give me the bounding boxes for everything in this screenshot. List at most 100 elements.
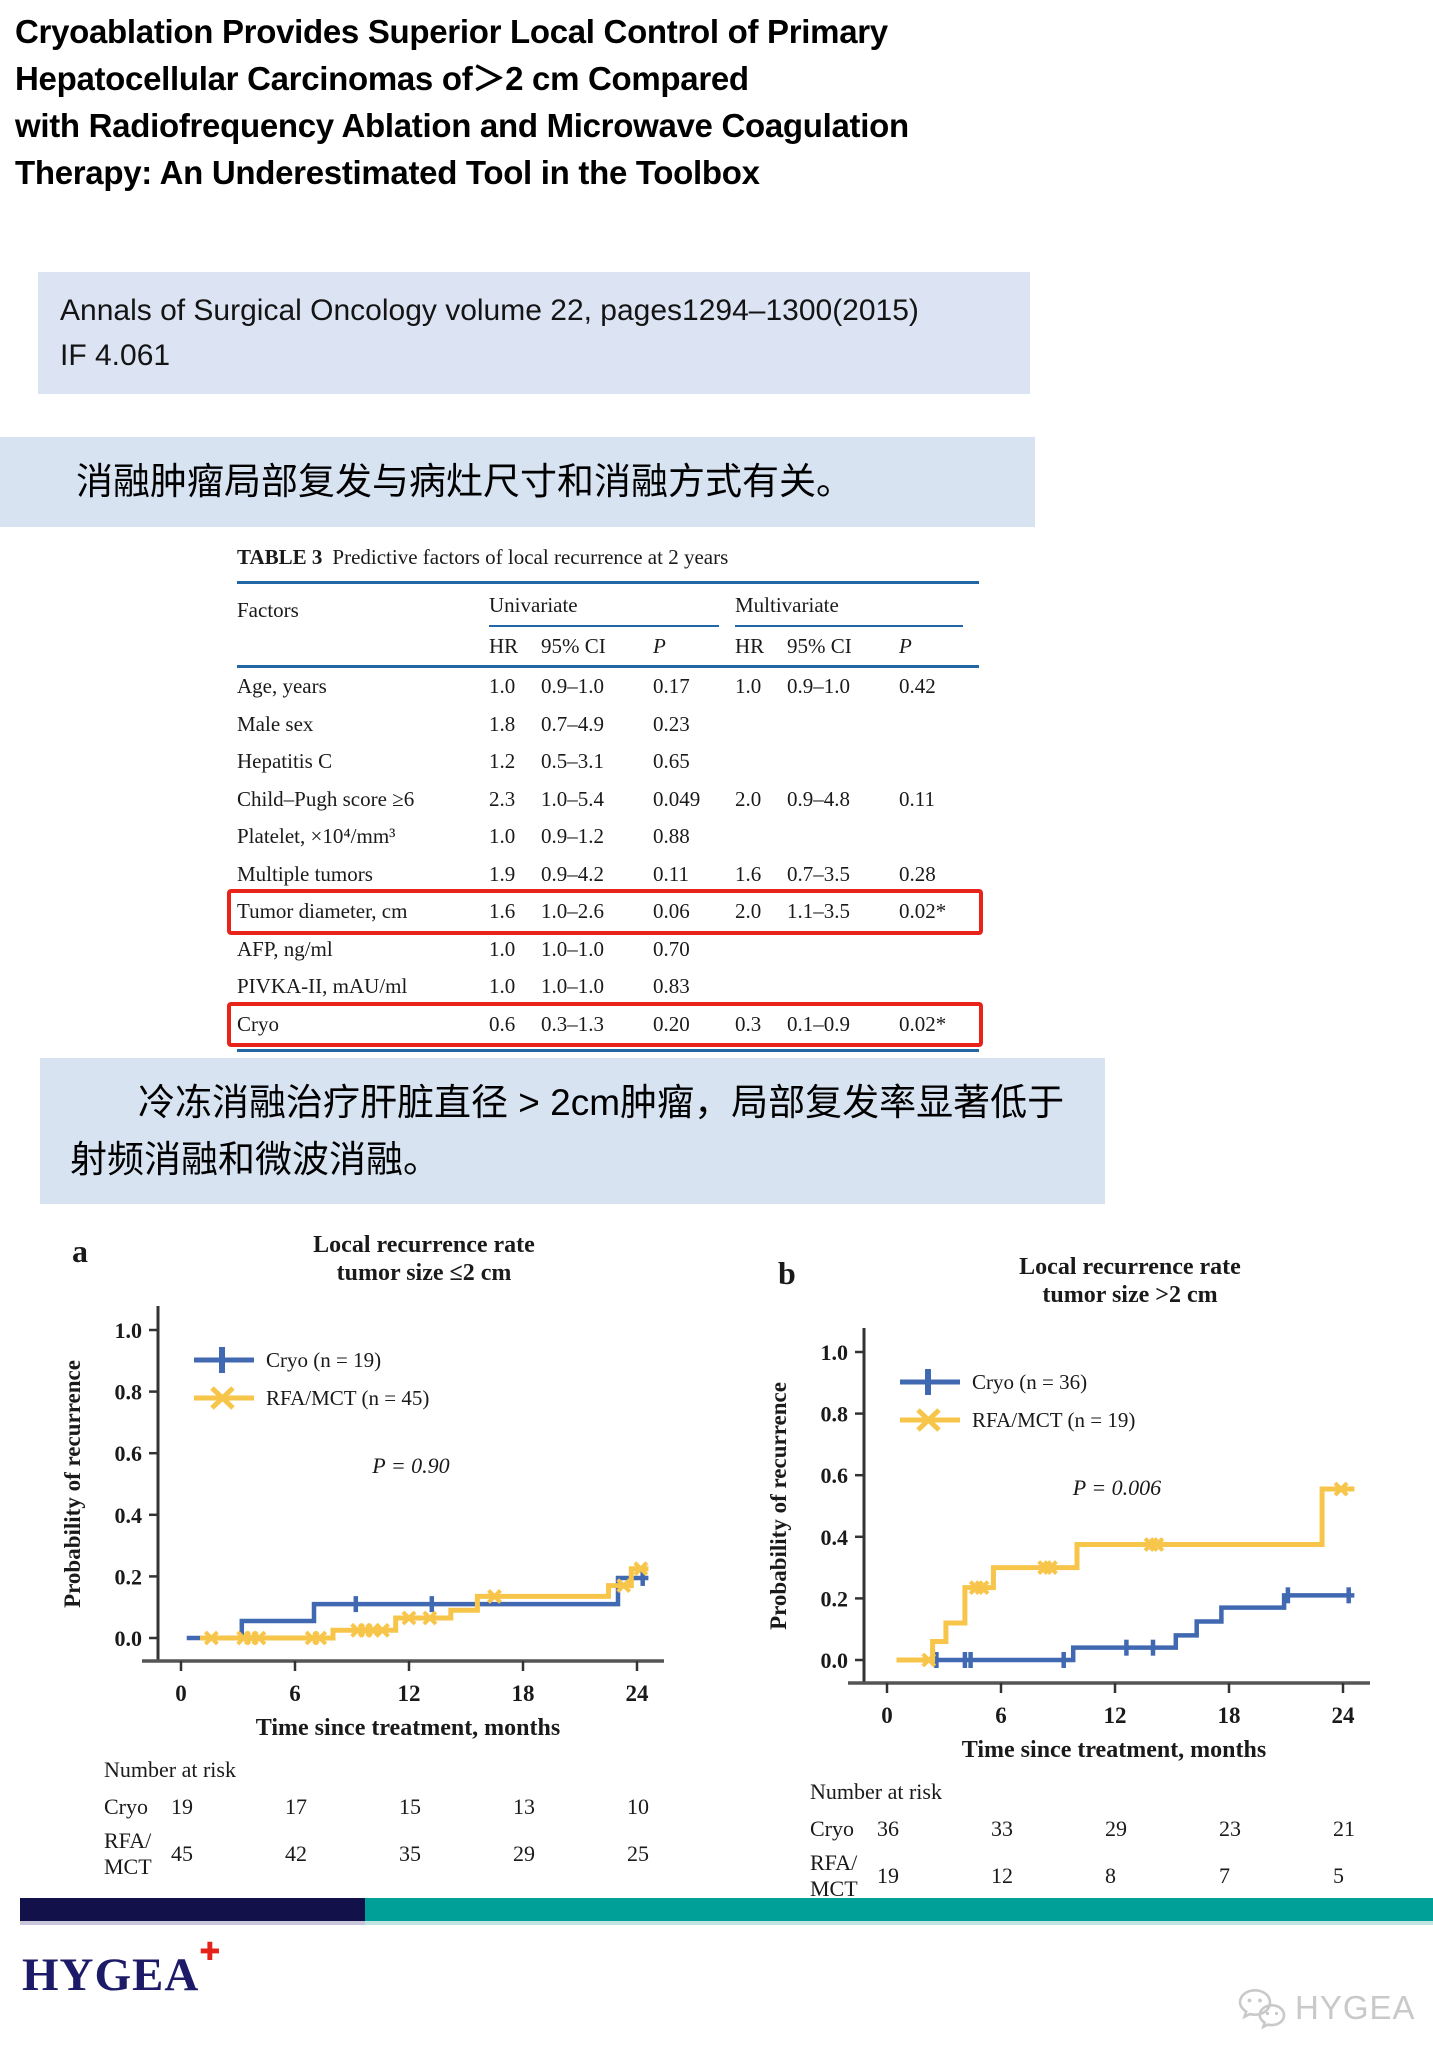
value-cell: 0.7–4.9 <box>541 711 604 736</box>
value-cell: 0.049 <box>653 786 701 811</box>
column-header-hr-uni: HR <box>489 633 519 658</box>
value-cell: 1.0–5.4 <box>541 786 604 811</box>
censor-cross-mark <box>401 1610 417 1626</box>
summary-banner-1: 消融肿瘤局部复发与病灶尺寸和消融方式有关。 <box>0 437 1035 527</box>
footer-bar-teal <box>365 1898 1433 1921</box>
title-line-3: with Radiofrequency Ablation and Microwa… <box>15 107 909 144</box>
risk-value: 7 <box>1219 1863 1230 1888</box>
value-cell: 0.9–1.0 <box>787 674 850 699</box>
risk-value: 33 <box>991 1816 1013 1841</box>
y-tick-label: 1.0 <box>821 1340 849 1365</box>
column-header-p-uni: P <box>653 633 666 658</box>
page-title: Cryoablation Provides Superior Local Con… <box>15 8 1165 196</box>
risk-table-header: Number at risk <box>810 1779 942 1804</box>
y-tick-label: 0.4 <box>821 1525 849 1550</box>
value-cell: 0.70 <box>653 936 690 961</box>
value-cell: 0.9–1.2 <box>541 824 604 849</box>
value-cell: 0.11 <box>653 861 689 886</box>
title-line-2: Hepatocellular Carcinomas of＞2 cm Compar… <box>15 60 749 97</box>
factor-cell: Age, years <box>237 674 327 699</box>
chart-title: Local recurrence rate <box>313 1232 535 1258</box>
value-cell: 0.3–1.3 <box>541 1011 604 1036</box>
x-tick-label: 6 <box>995 1703 1007 1728</box>
censor-cross-mark <box>1333 1481 1349 1497</box>
risk-value: 13 <box>513 1794 535 1819</box>
factor-cell: Child–Pugh score ≥6 <box>237 786 415 811</box>
risk-value: 21 <box>1333 1816 1355 1841</box>
value-cell: 0.1–0.9 <box>787 1011 850 1036</box>
km-curve <box>896 1593 1355 1663</box>
value-cell: 1.8 <box>489 711 516 736</box>
value-cell: 0.9–4.8 <box>787 786 850 811</box>
hygea-logo: HYGEA ✚ <box>22 1937 220 2002</box>
risk-value: 12 <box>991 1863 1013 1888</box>
legend-cross-marker <box>916 1408 941 1432</box>
p-value-annotation: P = 0.90 <box>371 1453 449 1478</box>
censor-cross-mark <box>974 1580 990 1596</box>
column-group-multivariate: Multivariate <box>735 593 963 627</box>
y-tick-label: 0.8 <box>821 1402 849 1427</box>
table-header-rule <box>237 665 979 668</box>
value-cell: 0.28 <box>899 861 936 886</box>
title-line-4: Therapy: An Underestimated Tool in the T… <box>15 154 760 191</box>
value-cell: 0.02* <box>899 1011 947 1036</box>
x-tick-label: 24 <box>626 1681 650 1706</box>
risk-value: 29 <box>513 1841 535 1866</box>
risk-value: 35 <box>399 1841 421 1866</box>
value-cell: 1.2 <box>489 749 516 774</box>
value-cell: 0.23 <box>653 711 690 736</box>
x-tick-label: 18 <box>1218 1703 1241 1728</box>
x-tick-label: 0 <box>175 1681 187 1706</box>
risk-value: 25 <box>627 1841 649 1866</box>
x-tick-label: 0 <box>881 1703 893 1728</box>
hygea-logo-text: HYGEA <box>22 1949 200 2001</box>
value-cell: 2.0 <box>735 786 762 811</box>
chart-title: Local recurrence rate <box>1019 1254 1241 1280</box>
table-row: PIVKA-II, mAU/ml 1.0 1.0–1.0 0.83 <box>237 968 979 1006</box>
risk-row-label: RFA/ <box>104 1828 152 1853</box>
y-tick-label: 0.4 <box>115 1503 143 1528</box>
value-cell: 0.02* <box>899 899 947 924</box>
table-top-rule <box>237 581 979 584</box>
column-header-factors: Factors <box>237 597 299 622</box>
risk-value: 19 <box>877 1863 899 1888</box>
value-cell: 0.3 <box>735 1011 762 1036</box>
value-cell: 1.0 <box>489 674 516 699</box>
value-cell: 0.65 <box>653 749 690 774</box>
risk-value: 23 <box>1219 1816 1241 1841</box>
risk-row-label: Cryo <box>810 1816 854 1841</box>
y-axis-label: Probability of recurrence <box>766 1382 791 1630</box>
x-tick-label: 12 <box>398 1681 421 1706</box>
value-cell: 0.06 <box>653 899 690 924</box>
watermark-text: HYGEA <box>1295 1989 1416 2026</box>
legend-cross-marker <box>210 1386 235 1410</box>
legend-label: RFA/MCT (n = 45) <box>266 1386 429 1410</box>
table-caption: Predictive factors of local recurrence a… <box>332 545 729 569</box>
y-tick-label: 0.2 <box>115 1564 143 1589</box>
censor-cross-mark <box>312 1630 328 1646</box>
km-curve <box>186 1575 649 1641</box>
table-row: Male sex 1.8 0.7–4.9 0.23 <box>237 706 979 744</box>
factor-cell: Cryo <box>237 1011 279 1036</box>
value-cell: 0.6 <box>489 1011 516 1036</box>
risk-value: 17 <box>285 1794 307 1819</box>
column-header-ci-multi: 95% CI <box>787 633 852 658</box>
factor-cell: Multiple tumors <box>237 861 373 886</box>
value-cell: 0.9–1.0 <box>541 674 604 699</box>
footer-bar-navy-shadow <box>20 1921 365 1925</box>
value-cell: 0.88 <box>653 824 690 849</box>
title-line-1: Cryoablation Provides Superior Local Con… <box>15 13 888 50</box>
risk-row-label: MCT <box>810 1876 858 1901</box>
table-bottom-rule <box>237 1049 979 1052</box>
table-group-header: Factors Univariate Multivariate <box>237 584 979 627</box>
y-tick-label: 0.0 <box>821 1648 849 1673</box>
table-body: Age, years 1.0 0.9–1.0 0.17 1.0 0.9–1.0 0.42 Ma… <box>227 668 983 1047</box>
y-tick-label: 0.2 <box>821 1586 849 1611</box>
table-row: Platelet, ×10⁴/mm³ 1.0 0.9–1.2 0.88 <box>237 818 979 856</box>
censor-cross-mark <box>487 1589 502 1604</box>
footer-bar-navy <box>20 1898 365 1921</box>
factor-cell: Hepatitis C <box>237 749 333 774</box>
km-curve <box>200 1566 649 1641</box>
x-axis-label: Time since treatment, months <box>962 1737 1266 1763</box>
